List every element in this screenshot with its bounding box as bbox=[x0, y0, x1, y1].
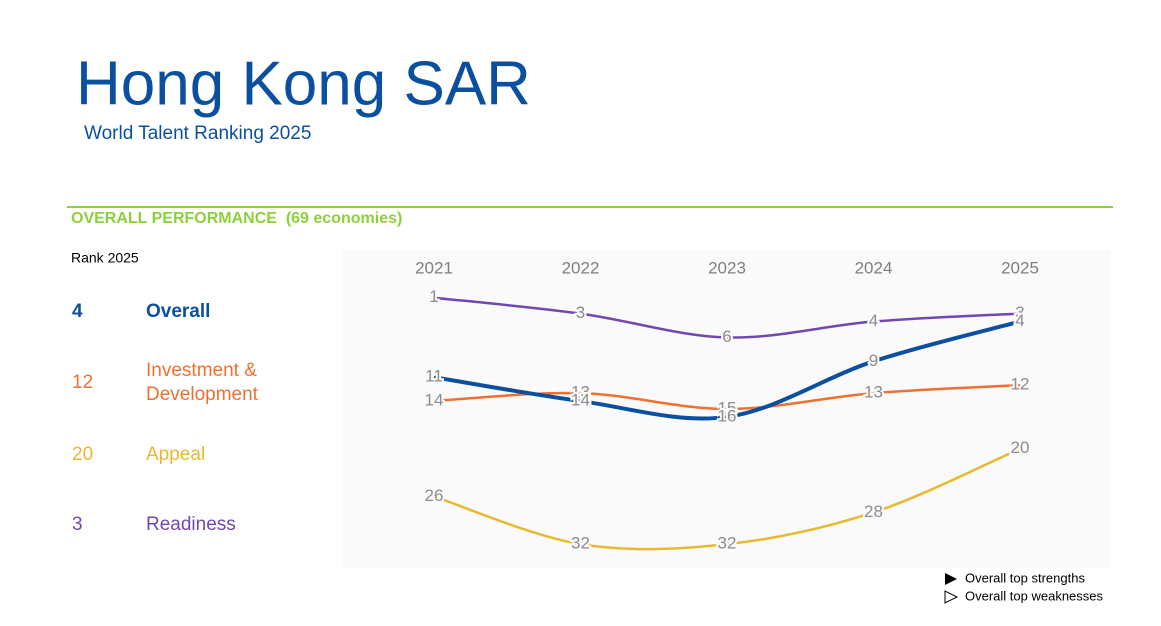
series-line bbox=[433, 296, 1021, 339]
data-label: 13 bbox=[571, 383, 590, 402]
data-label: 9 bbox=[869, 351, 878, 370]
data-label: 11 bbox=[425, 367, 443, 386]
rank-name: Readiness bbox=[146, 514, 236, 535]
data-label: 32 bbox=[718, 534, 737, 553]
rank-list: 4 Overall 12 Investment & Development 20 Appea… bbox=[72, 301, 259, 535]
data-label: 14 bbox=[571, 391, 590, 410]
title: Hong Kong SAR bbox=[76, 49, 531, 118]
section-title: OVERALL PERFORMANCE (69 economies) bbox=[71, 210, 402, 227]
rank-value: 20 bbox=[72, 444, 93, 465]
data-label: 26 bbox=[425, 486, 444, 505]
rank-name: Overall bbox=[146, 301, 210, 322]
legend-label: Overall top strengths bbox=[965, 570, 1085, 585]
x-tick-label: 2023 bbox=[708, 258, 746, 277]
rank-value: 12 bbox=[72, 372, 93, 393]
rank-name: Investment & Development bbox=[146, 360, 259, 405]
data-label: 28 bbox=[864, 502, 883, 521]
data-label: 3 bbox=[1015, 303, 1024, 322]
legend-label: Overall top weaknesses bbox=[965, 588, 1104, 603]
data-label: 3 bbox=[576, 303, 585, 322]
rank-name: Appeal bbox=[146, 444, 205, 465]
x-tick-label: 2025 bbox=[1001, 258, 1039, 277]
series-line bbox=[433, 447, 1021, 551]
data-label: 32 bbox=[571, 534, 590, 553]
x-tick-label: 2021 bbox=[415, 258, 453, 277]
data-label: 4 bbox=[1015, 311, 1024, 330]
rank-heading: Rank 2025 bbox=[71, 250, 139, 266]
data-label: 14 bbox=[425, 391, 444, 410]
subtitle: World Talent Ranking 2025 bbox=[84, 123, 311, 144]
data-label: 12 bbox=[1011, 375, 1030, 394]
data-label: 1 bbox=[429, 287, 438, 306]
data-label: 13 bbox=[864, 383, 883, 402]
data-label: 20 bbox=[1011, 438, 1030, 457]
x-tick-label: 2024 bbox=[855, 258, 893, 277]
series-line bbox=[433, 319, 1021, 421]
rank-value: 4 bbox=[72, 301, 83, 322]
weakness-icon bbox=[944, 590, 959, 604]
data-label: 6 bbox=[722, 327, 731, 346]
data-label: 15 bbox=[718, 398, 737, 417]
strength-icon bbox=[945, 573, 957, 585]
data-label: 4 bbox=[869, 311, 878, 330]
data-label: 16 bbox=[718, 406, 737, 425]
rank-value: 3 bbox=[72, 514, 83, 535]
x-tick-label: 2022 bbox=[562, 258, 600, 277]
